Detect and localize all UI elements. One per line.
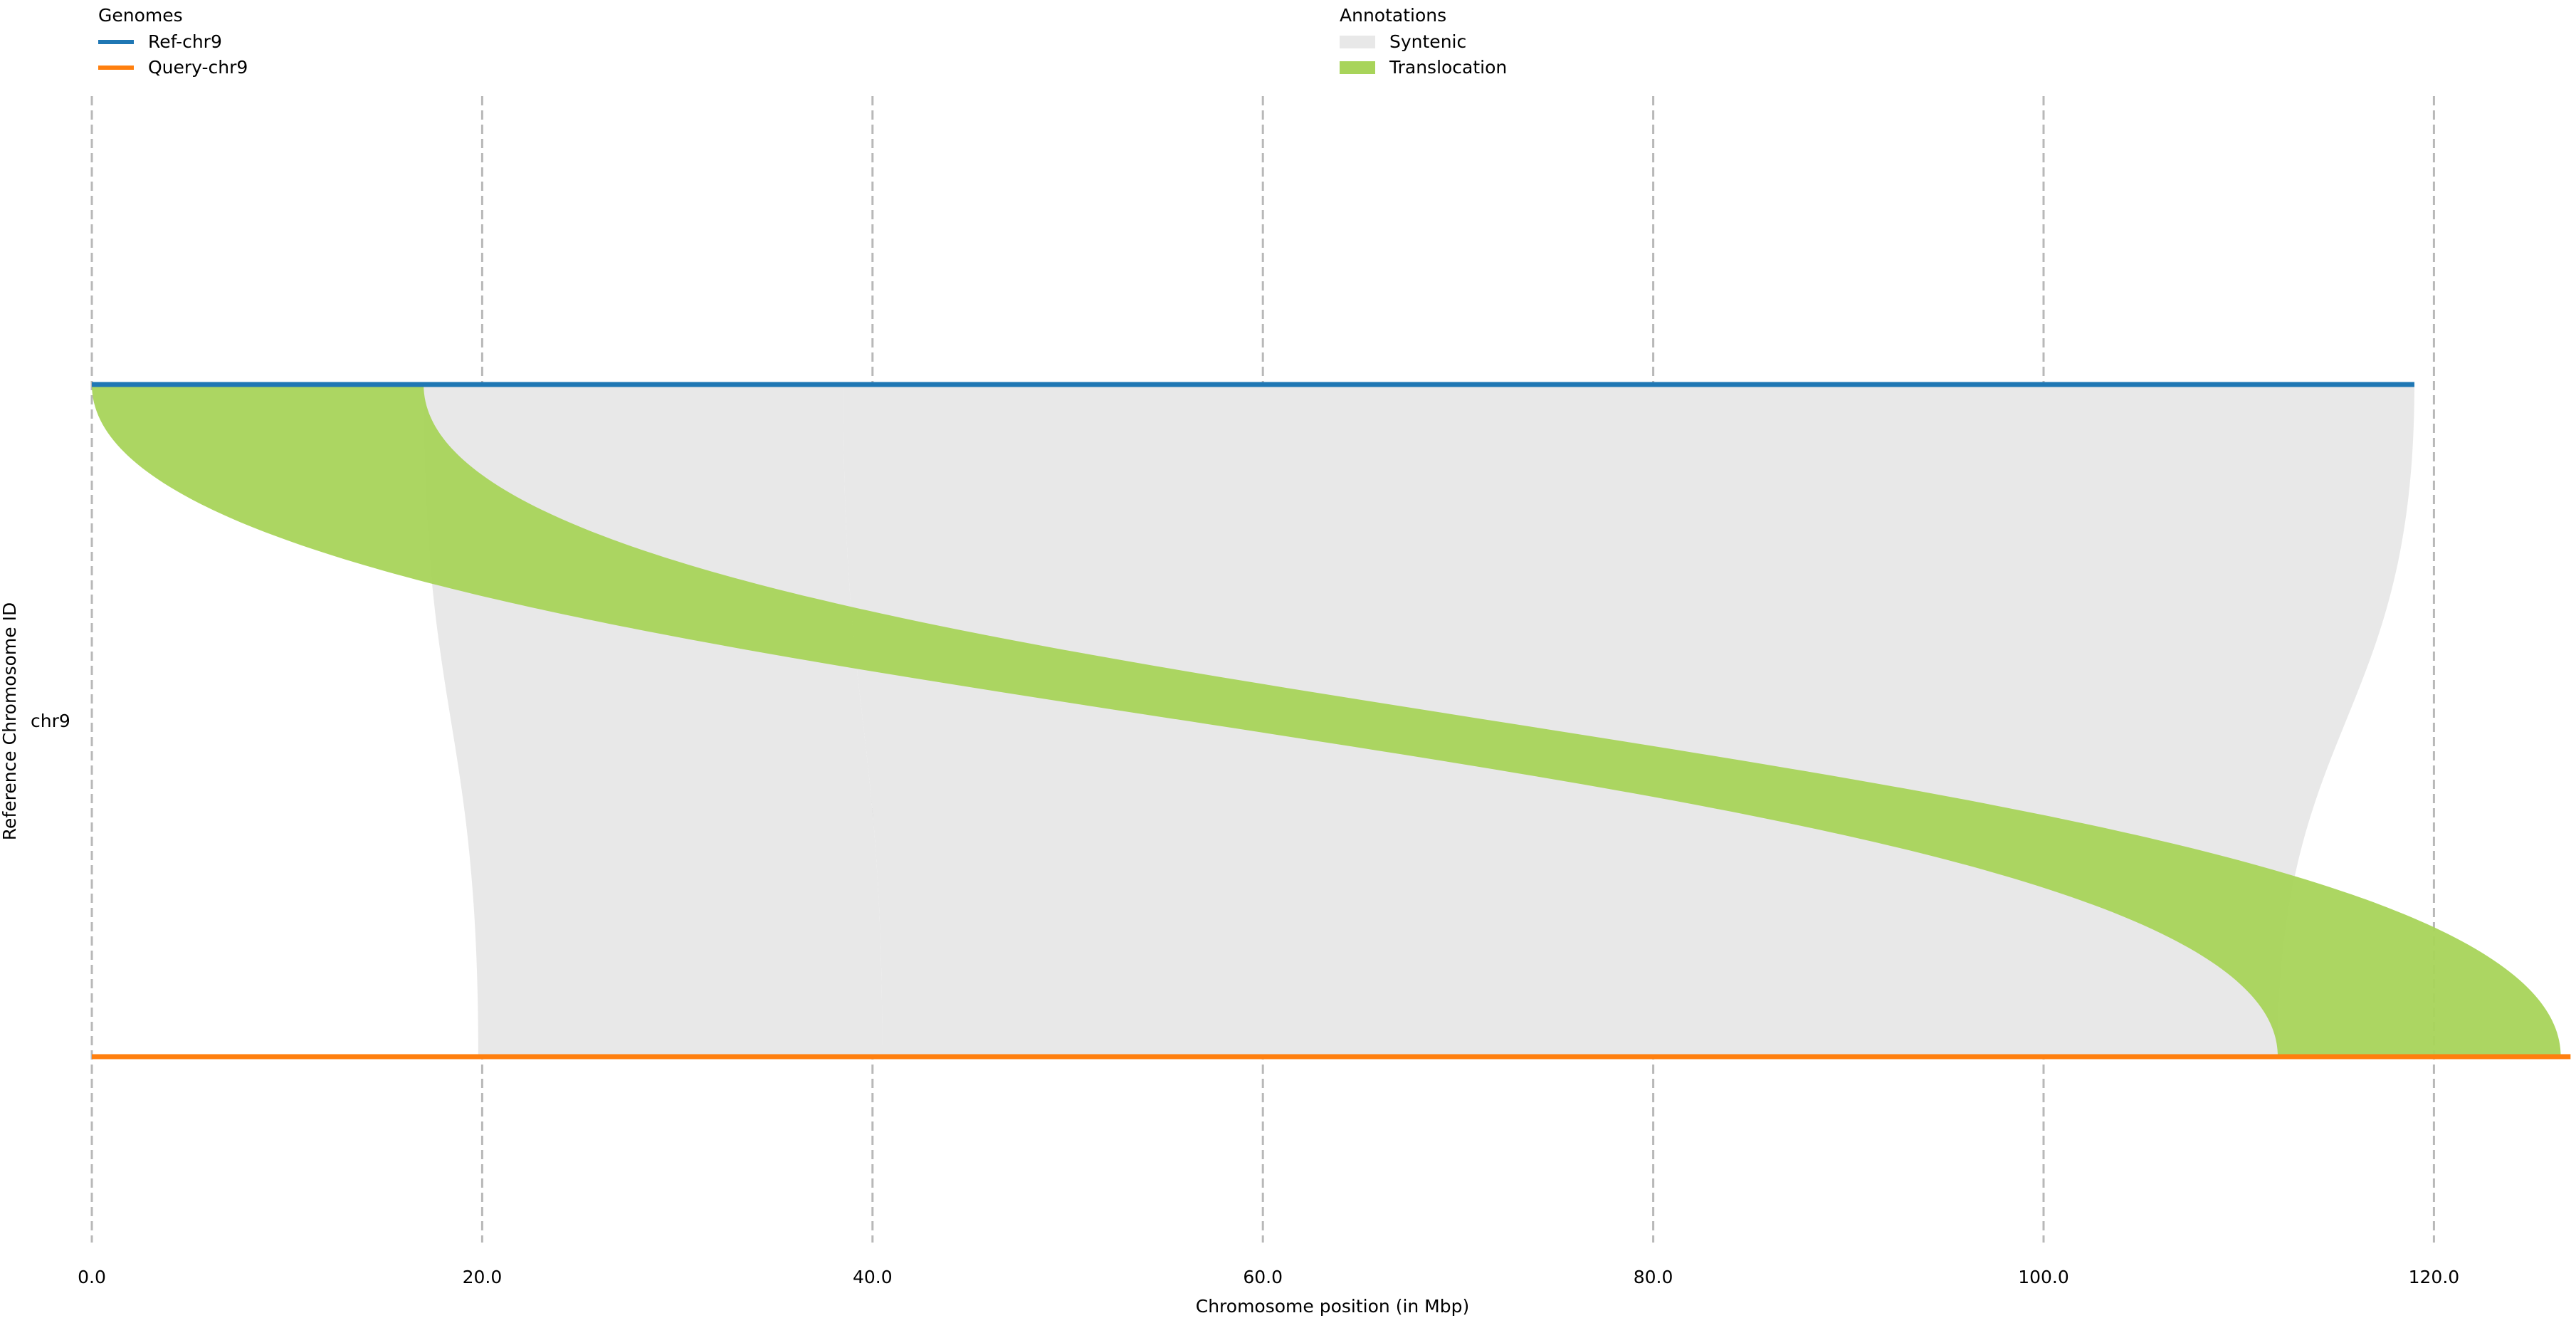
ref-swatch: [98, 40, 134, 44]
syntenic-ribbon-1: [843, 385, 2414, 1057]
x-tick-label-4: 80.0: [1634, 1267, 1673, 1287]
annotations-legend: Annotations Syntenic Translocation: [1340, 3, 1507, 80]
annotations-legend-title: Annotations: [1340, 5, 1447, 26]
translocation-swatch: [1340, 61, 1375, 74]
legend-label-query: Query-chr9: [148, 57, 248, 78]
legend-label-syntenic: Syntenic: [1389, 31, 1467, 52]
chromosome-label: chr9: [31, 711, 70, 731]
alignment-ribbons: [92, 385, 2561, 1057]
x-tick-label-2: 40.0: [853, 1267, 893, 1287]
legend-item-query: Query-chr9: [98, 55, 248, 80]
genomes-legend: Genomes Ref-chr9 Query-chr9: [98, 3, 248, 80]
y-axis-label: Reference Chromosome ID: [0, 602, 20, 840]
syntenic-swatch: [1340, 36, 1375, 48]
x-tick-labels: 0.0 20.0 40.0 60.0 80.0 100.0 120.0: [78, 1267, 2459, 1287]
query-swatch: [98, 66, 134, 70]
x-tick-label-6: 120.0: [2409, 1267, 2460, 1287]
legend-item-ref: Ref-chr9: [98, 29, 248, 55]
x-tick-label-3: 60.0: [1243, 1267, 1283, 1287]
legend-item-syntenic: Syntenic: [1340, 29, 1507, 55]
x-tick-label-5: 100.0: [2018, 1267, 2069, 1287]
genomes-legend-title: Genomes: [98, 5, 183, 26]
legend-label-translocation: Translocation: [1389, 57, 1508, 78]
x-axis-label: Chromosome position (in Mbp): [1196, 1296, 1470, 1317]
x-tick-label-1: 20.0: [463, 1267, 503, 1287]
legend-label-ref: Ref-chr9: [148, 31, 222, 52]
translocation-ribbon-2: [92, 385, 2561, 1057]
legend-item-translocation: Translocation: [1340, 55, 1507, 80]
genome-lines: [92, 382, 2571, 1060]
x-tick-label-0: 0.0: [78, 1267, 106, 1287]
